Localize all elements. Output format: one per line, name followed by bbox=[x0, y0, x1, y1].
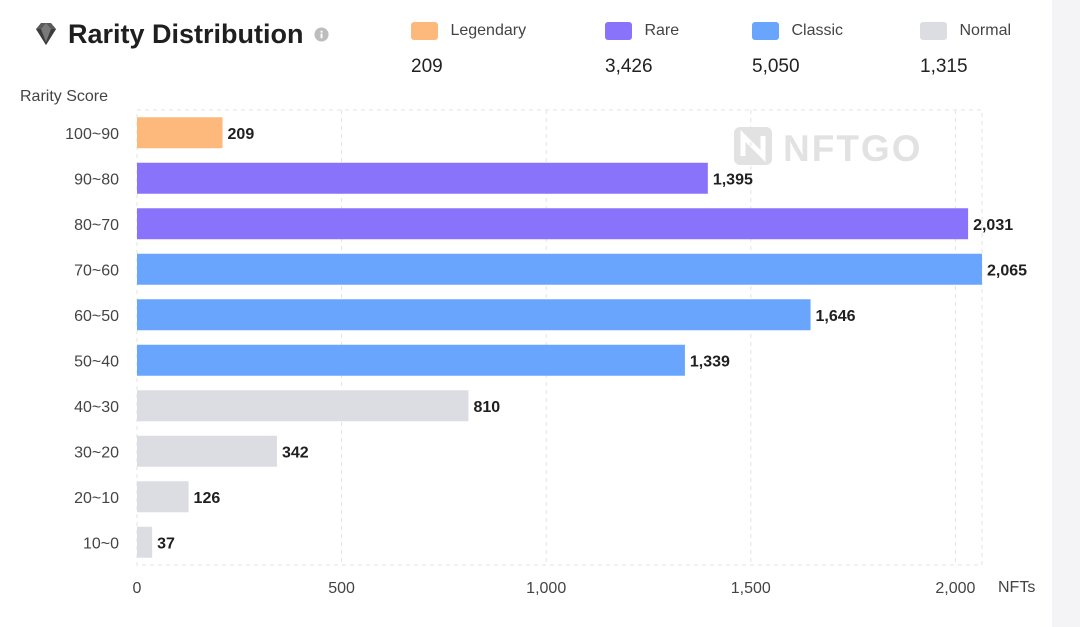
legend-count-normal: 1,315 bbox=[920, 56, 968, 77]
legend-label-rare: Rare bbox=[644, 22, 680, 39]
x-tick-label: 1,500 bbox=[731, 580, 771, 597]
bar[interactable] bbox=[137, 299, 811, 331]
bar[interactable] bbox=[137, 162, 708, 194]
bar-value-label: 1,395 bbox=[713, 171, 753, 188]
bar-value-label: 1,646 bbox=[816, 308, 856, 325]
legend-count-classic: 5,050 bbox=[752, 56, 800, 77]
legend-item-classic[interactable]: Classic 5,050 bbox=[752, 22, 844, 77]
y-tick-label: 90~80 bbox=[74, 171, 119, 188]
legend-count-legendary: 209 bbox=[411, 56, 443, 77]
bar-value-label: 2,031 bbox=[973, 217, 1013, 234]
bar-value-label: 1,339 bbox=[690, 353, 730, 370]
y-tick-label: 30~20 bbox=[74, 444, 119, 461]
bar[interactable] bbox=[137, 526, 153, 558]
bar[interactable] bbox=[137, 390, 469, 422]
legend-item-legendary[interactable]: Legendary 209 bbox=[411, 22, 527, 77]
x-tick-label: 500 bbox=[328, 580, 355, 597]
bar-value-label: 810 bbox=[473, 399, 500, 416]
bar-value-label: 126 bbox=[194, 490, 221, 507]
bar[interactable] bbox=[137, 117, 223, 149]
bar[interactable] bbox=[137, 208, 969, 240]
y-tick-label: 20~10 bbox=[74, 490, 119, 507]
info-icon[interactable] bbox=[313, 26, 329, 42]
bar[interactable] bbox=[137, 253, 982, 285]
legend-count-rare: 3,426 bbox=[605, 56, 653, 77]
nftgo-watermark: NFTGO bbox=[734, 127, 922, 169]
y-tick-label: 100~90 bbox=[65, 126, 119, 143]
bar-value-label: 37 bbox=[157, 535, 175, 552]
chart-title: Rarity Distribution bbox=[68, 18, 304, 49]
legend-item-rare[interactable]: Rare 3,426 bbox=[605, 22, 680, 77]
y-axis-title: Rarity Score bbox=[20, 88, 108, 105]
y-tick-label: 10~0 bbox=[83, 535, 119, 552]
legend-swatch-rare bbox=[605, 22, 632, 40]
x-tick-label: 1,000 bbox=[526, 580, 566, 597]
bar[interactable] bbox=[137, 344, 685, 376]
y-tick-label: 50~40 bbox=[74, 353, 119, 370]
y-tick-label: 70~60 bbox=[74, 262, 119, 279]
legend-label-classic: Classic bbox=[791, 22, 844, 39]
bar-value-label: 2,065 bbox=[987, 262, 1027, 279]
x-tick-label: 0 bbox=[133, 580, 142, 597]
watermark-text: NFTGO bbox=[783, 128, 922, 169]
legend-swatch-legendary bbox=[411, 22, 438, 40]
legend-item-normal[interactable]: Normal 1,315 bbox=[920, 22, 1012, 77]
chart-card: Rarity Distribution Legendary 209 Rare 3… bbox=[0, 0, 1052, 627]
legend-swatch-classic bbox=[752, 22, 779, 40]
bar[interactable] bbox=[137, 435, 277, 467]
y-tick-label: 80~70 bbox=[74, 217, 119, 234]
watermark-logo-icon bbox=[734, 127, 772, 165]
chart-header: Rarity Distribution bbox=[32, 14, 329, 54]
bar[interactable] bbox=[137, 481, 189, 513]
bar-value-label: 209 bbox=[228, 126, 255, 143]
legend-label-legendary: Legendary bbox=[450, 22, 527, 39]
y-tick-label: 60~50 bbox=[74, 308, 119, 325]
bar-value-label: 342 bbox=[282, 444, 309, 461]
legend-label-normal: Normal bbox=[959, 22, 1012, 39]
y-tick-label: 40~30 bbox=[74, 399, 119, 416]
x-axis-title: NFTs bbox=[998, 579, 1035, 596]
bar-chart: Rarity Score NFTs NFTGO 0 500 1,000 1,500 2,… bbox=[20, 88, 1035, 597]
plot-frame bbox=[136, 109, 983, 566]
diamond-icon bbox=[36, 23, 56, 45]
x-tick-label: 2,000 bbox=[935, 580, 975, 597]
legend-swatch-normal bbox=[920, 22, 947, 40]
